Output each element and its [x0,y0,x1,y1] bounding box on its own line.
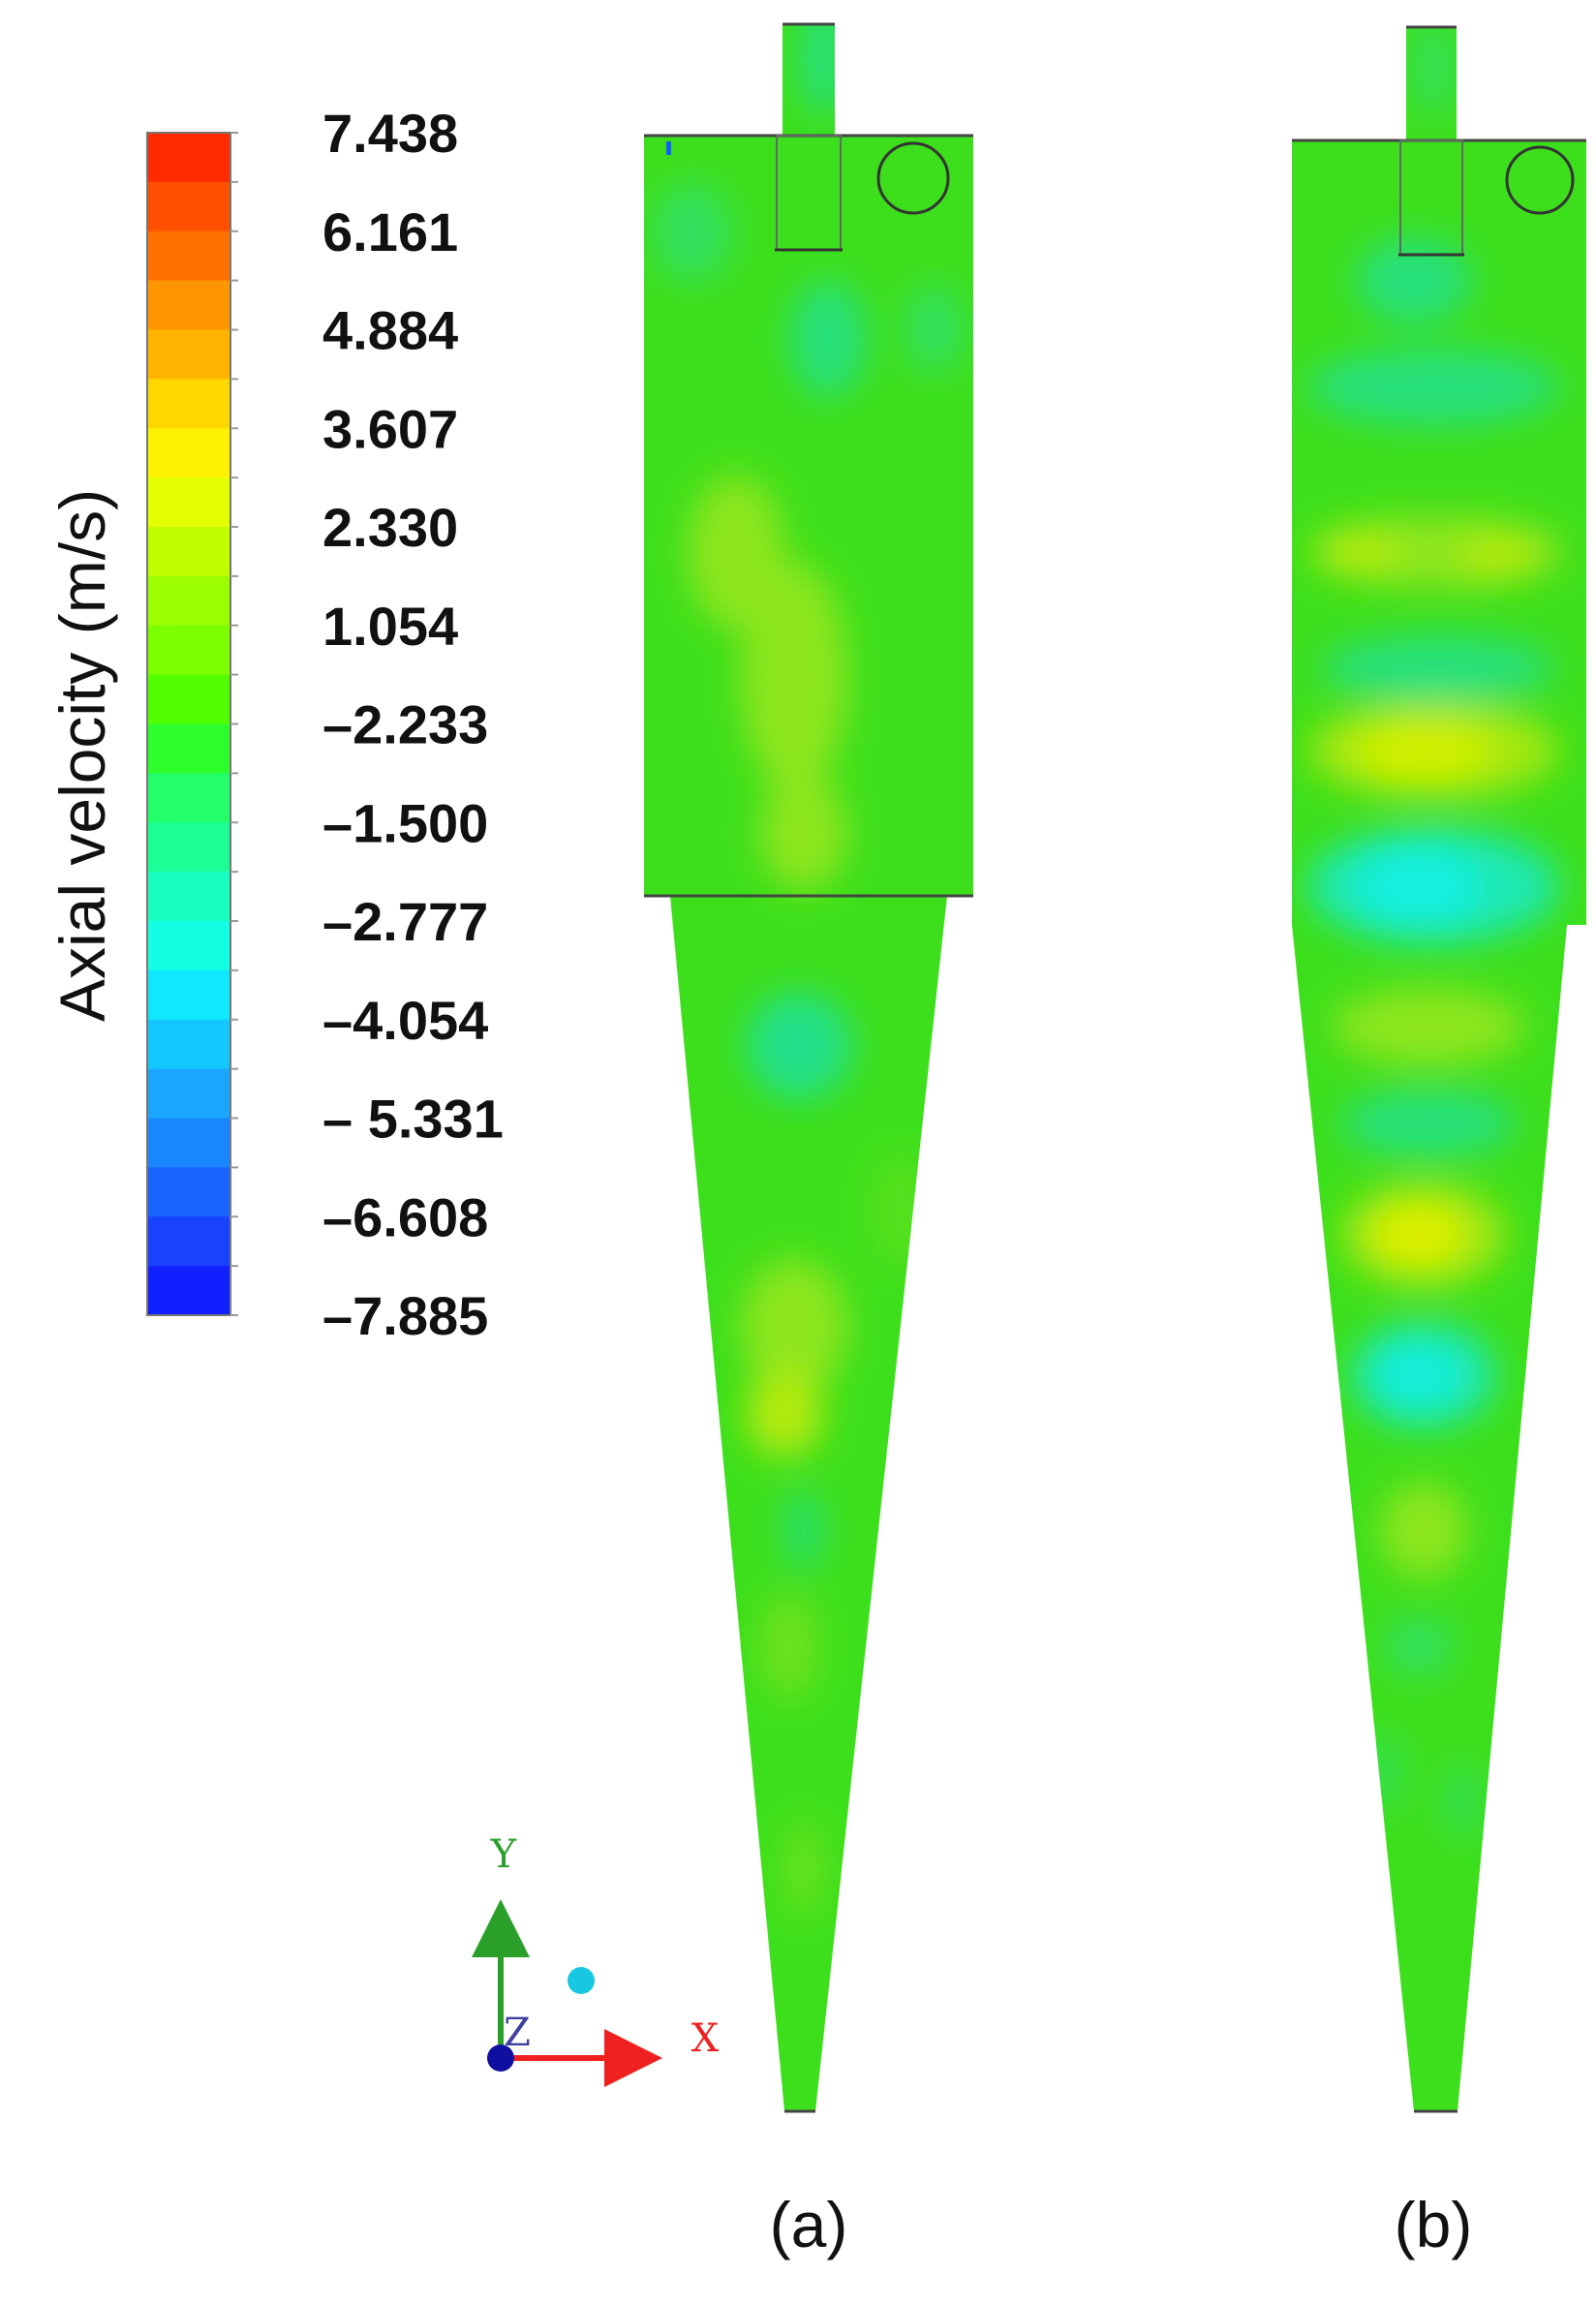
legend-color-segment [147,674,230,725]
panel-a-region [799,24,847,116]
panel-b-region [1462,533,1540,581]
legend-color-segment [147,1019,230,1070]
panel-a-region [654,184,731,281]
panel-a-region [760,1593,818,1700]
panel-a-region [905,286,964,373]
panel-a-region [789,281,867,397]
triad-sphere [568,1967,595,1994]
legend-color-segment [147,575,230,627]
panel-b-region [1448,1763,1477,1840]
legend-title: Axial velocity (m/s) [46,489,118,1022]
panel-a-region [784,1491,823,1569]
legend-color-segment [147,428,230,478]
panel-a-contour [644,22,973,2113]
legend-color-segment [147,230,230,282]
legend-color-segment [147,1266,230,1316]
legend-tick-label: 4.884 [322,300,458,361]
legend-color-segment [147,477,230,528]
legend-color-segment [147,921,230,971]
panel-a-region [872,1152,930,1269]
legend-tick-label: – 5.331 [322,1089,504,1150]
legend-tick-label: –7.885 [322,1285,488,1346]
legend-tick-label: –6.608 [322,1186,488,1247]
panel-a-region [746,993,852,1099]
legend-color-segment [147,379,230,429]
legend-tick-label: 1.054 [322,596,458,657]
panel-b-region [1332,988,1525,1065]
panel-b-region [1312,528,1399,576]
panel-a-region [741,562,847,794]
legend-tick-label: 2.330 [322,497,458,558]
panel-a-region [746,1370,823,1458]
legend-color-segment [147,822,230,873]
panel-b-region [1414,27,1453,116]
legend-color-segment [147,181,230,232]
panel-a-inlet-mark [666,141,671,155]
legend-color-segment [147,723,230,774]
panel-a-region [741,1259,847,1395]
legend-color-segment [147,625,230,676]
legend-tick-label: 6.161 [322,201,458,262]
legend-color-segment [147,1216,230,1267]
legend-color-segment [147,329,230,380]
legend-color-bar [146,132,231,1316]
coordinate-triad: Y X Z [472,1832,720,2087]
legend-color-segment [147,1068,230,1120]
panel-a-region [760,775,847,891]
legend-color-segment [147,872,230,922]
panel-b-region [1341,1090,1516,1157]
legend-tick-label: –2.233 [322,694,488,755]
panel-b-label: (b) [1395,2189,1473,2260]
panel-b-contour [1292,25,1586,2113]
legend-tick-label: 3.607 [322,398,458,459]
panel-b-region [1356,847,1482,925]
panel-b-region [1380,1482,1467,1579]
legend-color-segment [147,1167,230,1217]
legend-color-segment [147,527,230,577]
panel-b-region [1370,1734,1399,1811]
legend-color-segment [147,1118,230,1168]
legend-labels: 7.438 6.161 4.884 3.607 2.330 1.054 –2.233 –1.5… [322,103,504,1346]
legend-color-segment [147,280,230,331]
triad-z-label: Z [504,2011,531,2055]
legend-tick-label: –1.500 [322,792,488,853]
triad-y-label: Y [490,1832,517,1877]
panel-b-region [1356,723,1491,778]
legend-tick-label: –2.777 [322,891,488,952]
panel-b-region [1356,237,1472,324]
panel-b-region [1307,349,1559,426]
legend-color-segment [147,133,230,183]
panel-b-base-field [1292,27,1586,2111]
panel-b-region [1375,1206,1462,1264]
legend-color-segment [147,773,230,823]
panel-a-inlet-circle [876,141,950,215]
panel-b-region [1322,634,1554,702]
triad-origin-z [487,2044,514,2072]
legend-ticks [230,132,238,1316]
panel-b-region [1385,1617,1453,1675]
legend-tick-label: –4.054 [322,990,488,1051]
legend-color-segment [147,969,230,1021]
legend-tick-label: 7.438 [322,103,458,164]
triad-x-label: X [691,2016,720,2061]
panel-a-label: (a) [770,2189,848,2260]
panel-a-region [786,1821,821,1918]
panel-b-region [1380,1346,1458,1404]
panel-b-inlet-circle [1505,145,1575,215]
